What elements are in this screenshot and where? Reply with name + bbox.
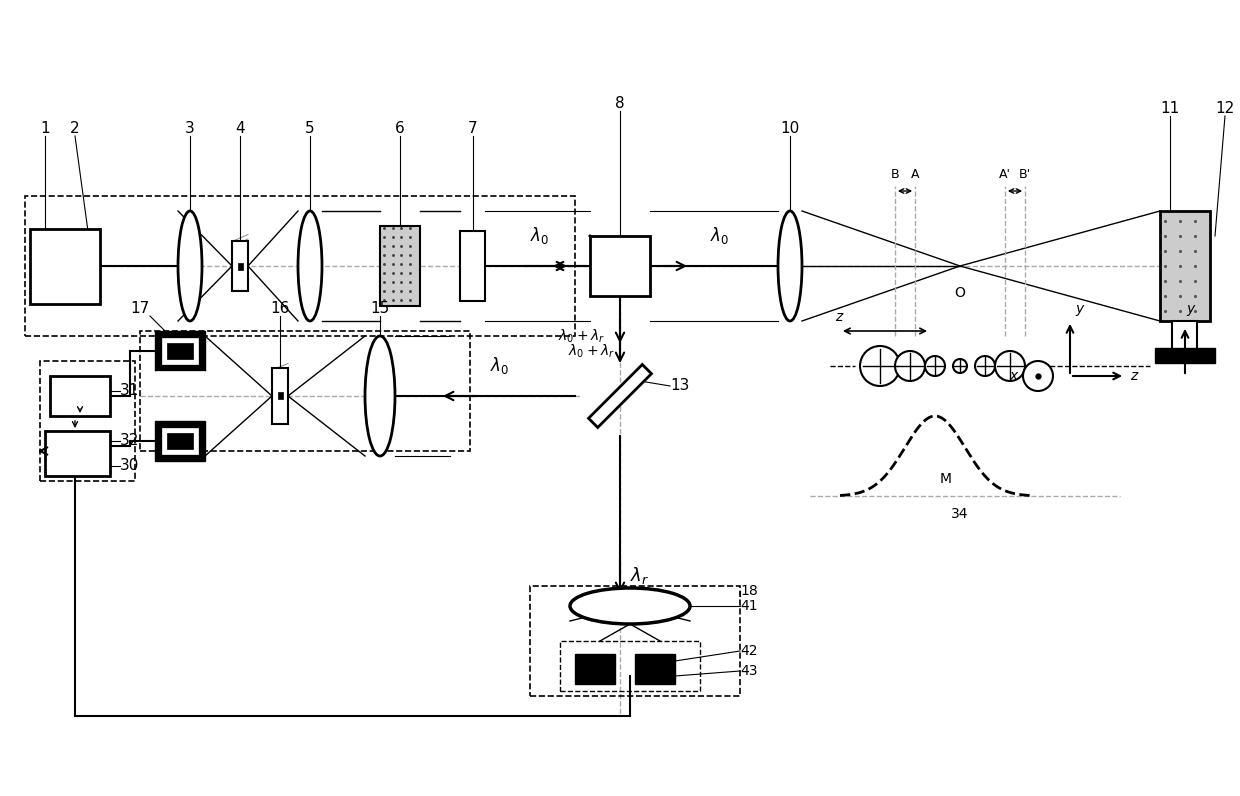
Ellipse shape [954,359,967,373]
Text: A': A' [999,168,1011,181]
Text: $\lambda_0$: $\lambda_0$ [531,225,549,246]
FancyBboxPatch shape [590,236,650,296]
FancyBboxPatch shape [1159,211,1210,321]
Text: 10: 10 [780,121,800,136]
FancyBboxPatch shape [155,331,205,371]
Text: $\lambda_0$: $\lambda_0$ [711,225,729,246]
Ellipse shape [179,211,202,321]
Text: x: x [1009,369,1018,383]
Text: z: z [835,310,842,324]
Text: 32: 32 [120,434,139,448]
FancyBboxPatch shape [635,654,675,684]
Text: 31: 31 [120,384,139,399]
FancyBboxPatch shape [238,263,243,270]
Text: $\lambda_r$: $\lambda_r$ [630,565,650,587]
Text: 17: 17 [130,301,150,316]
FancyBboxPatch shape [167,343,193,359]
FancyBboxPatch shape [1172,321,1197,351]
Text: 7: 7 [467,121,477,136]
Ellipse shape [861,346,900,386]
Text: 18: 18 [740,584,758,598]
Text: 15: 15 [371,301,389,316]
FancyBboxPatch shape [278,392,283,400]
Text: O: O [955,286,966,300]
Text: 8: 8 [615,96,625,111]
FancyBboxPatch shape [167,433,193,449]
Text: 42: 42 [740,644,758,658]
Ellipse shape [298,211,322,321]
Ellipse shape [365,336,396,456]
FancyBboxPatch shape [30,228,100,303]
Text: 41: 41 [740,599,758,613]
FancyBboxPatch shape [232,241,248,291]
Text: B': B' [1019,168,1032,181]
Text: $\lambda_0 + \lambda_r$: $\lambda_0 + \lambda_r$ [568,342,615,360]
Ellipse shape [1023,361,1053,391]
Text: 34: 34 [951,507,968,521]
Text: 5: 5 [305,121,315,136]
Ellipse shape [975,356,994,376]
Ellipse shape [570,588,689,624]
FancyBboxPatch shape [45,431,110,476]
FancyBboxPatch shape [50,376,110,416]
Text: 2: 2 [71,121,79,136]
FancyBboxPatch shape [162,338,198,364]
Text: 16: 16 [270,301,290,316]
Text: 13: 13 [670,379,689,393]
FancyBboxPatch shape [379,226,420,306]
Ellipse shape [895,351,925,381]
FancyBboxPatch shape [162,428,198,454]
Text: y: y [1185,302,1194,316]
Text: 1: 1 [40,121,50,136]
FancyBboxPatch shape [155,371,205,381]
Text: 6: 6 [396,121,405,136]
Text: B: B [890,168,899,181]
FancyBboxPatch shape [155,421,205,461]
Text: 3: 3 [185,121,195,136]
Ellipse shape [925,356,945,376]
Text: $\lambda_0$: $\lambda_0$ [490,355,510,376]
Polygon shape [589,365,651,427]
Text: z: z [1130,369,1137,383]
Text: 12: 12 [1215,101,1235,116]
Text: y: y [1075,302,1084,316]
FancyBboxPatch shape [575,654,615,684]
Text: 11: 11 [1161,101,1179,116]
FancyBboxPatch shape [460,231,485,301]
Ellipse shape [777,211,802,321]
Ellipse shape [994,351,1025,381]
Text: A: A [910,168,919,181]
FancyBboxPatch shape [1154,348,1215,363]
Text: $\lambda_0 + \lambda_r$: $\lambda_0 + \lambda_r$ [558,327,605,345]
Text: 4: 4 [236,121,244,136]
FancyBboxPatch shape [272,368,288,424]
Text: 30: 30 [120,458,139,474]
Text: 43: 43 [740,664,758,678]
Text: M: M [940,472,952,486]
